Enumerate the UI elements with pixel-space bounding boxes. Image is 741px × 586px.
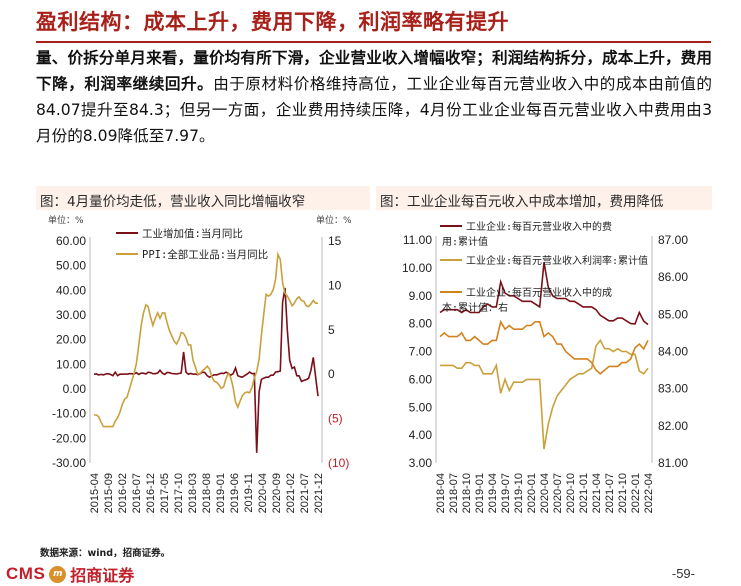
chart-left-x-tick-label: 2020-04 bbox=[257, 473, 269, 513]
chart-left-unit-left: 单位：% bbox=[48, 214, 84, 226]
chart-left-left-tick-label: 60.00 bbox=[56, 234, 86, 248]
chart-right-x-tick-label: 2021-07 bbox=[604, 473, 616, 513]
chart-left-x-tick-label: 2021-07 bbox=[299, 473, 311, 513]
chart-right-x-tick-label: 2020-07 bbox=[552, 473, 564, 513]
logo-chinese-text: 招商证券 bbox=[70, 566, 135, 585]
chart-left-x-tick-label: 2016-02 bbox=[117, 473, 129, 513]
chart-left-left-tick-label: -10.00 bbox=[52, 407, 86, 421]
chart-right-x-tick-label: 2022-04 bbox=[643, 473, 655, 513]
chart-right-legend-label: 工业企业:每百元营业收入中的费用:累计值 bbox=[442, 220, 612, 248]
chart-panel-right: 图：工业企业每百元收入中成本增加，费用降低 11.00 10.00 9.00 8.00… bbox=[376, 186, 712, 526]
chart-right-x-tick-label: 2018-10 bbox=[461, 473, 473, 513]
chart-right-x-tick-label: 2021-10 bbox=[617, 473, 629, 513]
chart-right-left-tick-label: 10.00 bbox=[402, 261, 432, 275]
data-source-note: 数据来源：wind，招商证券。 bbox=[40, 548, 171, 559]
chart-left-right-tick-label: (5) bbox=[328, 412, 343, 426]
chart-left-x-tick-label: 2015-09 bbox=[103, 473, 115, 513]
chart-left-series-line-0 bbox=[93, 287, 319, 453]
chart-left-right-tick-label: 15 bbox=[328, 234, 342, 248]
chart-left-x-tick-label: 2021-12 bbox=[313, 473, 325, 513]
chart-left-x-tick-label: 2020-09 bbox=[271, 473, 283, 513]
logo-badge-icon: m bbox=[49, 565, 67, 583]
chart-left-unit-right: 单位：% bbox=[316, 214, 352, 226]
chart-left-x-tick-label: 2019-06 bbox=[229, 473, 241, 513]
page-title: 盈利结构：成本上升，费用下降，利润率略有提升 bbox=[36, 10, 509, 34]
chart-left-left-tick-label: 20.00 bbox=[56, 333, 86, 347]
chart-right-x-tick-label: 2021-01 bbox=[578, 473, 590, 513]
chart-left-right-tick-label: 0 bbox=[328, 367, 335, 381]
title-rule bbox=[36, 41, 711, 43]
chart-panel-left: 图：4月量价均走低，营业收入同比增幅收窄 单位：% 单位：% 60.00 50.00 4… bbox=[36, 186, 370, 526]
chart-left-x-tick-label: 2016-12 bbox=[145, 473, 157, 513]
chart-right-left-tick-label: 5.00 bbox=[409, 400, 433, 414]
chart-right-series-line-1 bbox=[440, 338, 649, 450]
chart-right-right-tick-label: 86.00 bbox=[658, 270, 688, 284]
chart-left-left-tick-label: 10.00 bbox=[56, 357, 86, 371]
chart-right-x-tick-label: 2022-01 bbox=[630, 473, 642, 513]
chart-right-legend-label: 工业企业:每百元营业收入中的成本:累计值：右 bbox=[442, 286, 612, 314]
chart-left-legend-label: 工业增加值:当月同比 bbox=[142, 227, 243, 240]
chart-left-left-tick-label: -30.00 bbox=[52, 456, 86, 470]
chart-right-left-tick-label: 6.00 bbox=[409, 372, 433, 386]
chart-left-right-tick-label: 10 bbox=[328, 278, 342, 292]
chart-right-x-tick-label: 2021-04 bbox=[591, 473, 603, 513]
chart-right-right-tick-label: 82.00 bbox=[658, 419, 688, 433]
chart-left-x-tick-label: 2019-11 bbox=[243, 473, 255, 513]
body-paragraph: 量、价拆分单月来看，量价均有所下滑，企业营业收入增幅收窄；利润结构拆分，成本上升… bbox=[36, 45, 712, 149]
chart-right-series-line-2 bbox=[439, 319, 649, 375]
chart-left-x-tick-label: 2015-04 bbox=[89, 473, 101, 513]
chart-right-x-tick-label: 2018-07 bbox=[448, 473, 460, 513]
chart-left-right-tick-label: 5 bbox=[328, 323, 335, 337]
chart-left-title: 图：4月量价均走低，营业收入同比增幅收窄 bbox=[40, 194, 306, 210]
chart-right-x-tick-label: 2019-04 bbox=[487, 473, 499, 513]
chart-right-x-tick-label: 2020-01 bbox=[526, 473, 538, 513]
chart-left-x-tick-label: 2021-02 bbox=[285, 473, 297, 513]
chart-right-right-tick-label: 85.00 bbox=[658, 307, 688, 321]
chart-left-x-tick-label: 2016-07 bbox=[131, 473, 143, 513]
chart-right-left-tick-label: 8.00 bbox=[409, 317, 433, 331]
chart-left-left-tick-label: 30.00 bbox=[56, 308, 86, 322]
chart-left-series-line-1 bbox=[94, 251, 318, 428]
chart-right-right-tick-label: 87.00 bbox=[658, 233, 688, 247]
chart-left-left-tick-label: 50.00 bbox=[56, 259, 86, 273]
chart-left-right-tick-label: (10) bbox=[328, 456, 349, 470]
chart-right-right-tick-label: 84.00 bbox=[658, 345, 688, 359]
paragraph-bold: 量、价拆分单月来看，量价均有所下滑，企业营业收入增幅收窄；利润结构拆分，成本上升… bbox=[36, 49, 712, 93]
paragraph-normal: 由于原材料价格维持高位，工业企业每百元营业收入中的成本由前值的84.07提升至8… bbox=[36, 75, 712, 145]
chart-right-title: 图：工业企业每百元收入中成本增加，费用降低 bbox=[380, 194, 664, 210]
company-logo: CMS m 招商证券 bbox=[6, 564, 135, 585]
chart-right-left-tick-label: 4.00 bbox=[409, 428, 433, 442]
chart-left-x-tick-label: 2018-03 bbox=[187, 473, 199, 513]
chart-left-left-tick-label: 40.00 bbox=[56, 283, 86, 297]
logo-cms-text: CMS bbox=[6, 564, 46, 583]
chart-right-left-tick-label: 11.00 bbox=[403, 233, 432, 247]
chart-right-x-tick-label: 2020-04 bbox=[539, 473, 551, 513]
chart-right-x-tick-label: 2020-10 bbox=[565, 473, 577, 513]
chart-left-legend-label: PPI:全部工业品:当月同比 bbox=[142, 248, 268, 261]
chart-left-left-tick-label: 0.00 bbox=[63, 382, 87, 396]
chart-right-svg: 11.00 10.00 9.00 8.00 7.00 6.00 5.00 4.00 3.00 87… bbox=[402, 220, 688, 513]
chart-right-x-tick-label: 2019-07 bbox=[500, 473, 512, 513]
chart-right-plot-area: 11.00 10.00 9.00 8.00 7.00 6.00 5.00 4.00 3.00 87… bbox=[376, 210, 712, 526]
chart-right-right-tick-label: 81.00 bbox=[658, 456, 688, 470]
chart-right-left-tick-label: 3.00 bbox=[409, 456, 433, 470]
chart-left-x-tick-label: 2017-10 bbox=[173, 473, 185, 513]
chart-left-svg: 单位：% 单位：% 60.00 50.00 40.00 30.00 20.00 10.00 0.… bbox=[48, 214, 352, 513]
chart-right-left-tick-label: 9.00 bbox=[409, 289, 433, 303]
chart-left-plot-area: 单位：% 单位：% 60.00 50.00 40.00 30.00 20.00 10.00 0.… bbox=[36, 210, 370, 526]
chart-left-x-tick-label: 2017-05 bbox=[159, 473, 171, 513]
chart-right-x-tick-label: 2019-10 bbox=[513, 473, 525, 513]
chart-right-x-tick-label: 2019-01 bbox=[474, 473, 486, 513]
chart-right-x-tick-label: 2018-04 bbox=[435, 473, 447, 513]
chart-left-left-tick-label: -20.00 bbox=[52, 431, 86, 445]
page-number: -59- bbox=[671, 566, 695, 581]
chart-right-legend-label: 工业企业:每百元营业收入利润率:累计值 bbox=[466, 254, 648, 267]
chart-left-x-tick-label: 2019-01 bbox=[215, 473, 227, 513]
chart-right-right-tick-label: 83.00 bbox=[658, 382, 688, 396]
chart-right-series-line-0 bbox=[439, 262, 649, 326]
chart-right-left-tick-label: 7.00 bbox=[409, 345, 433, 359]
chart-left-x-tick-label: 2018-08 bbox=[201, 473, 213, 513]
